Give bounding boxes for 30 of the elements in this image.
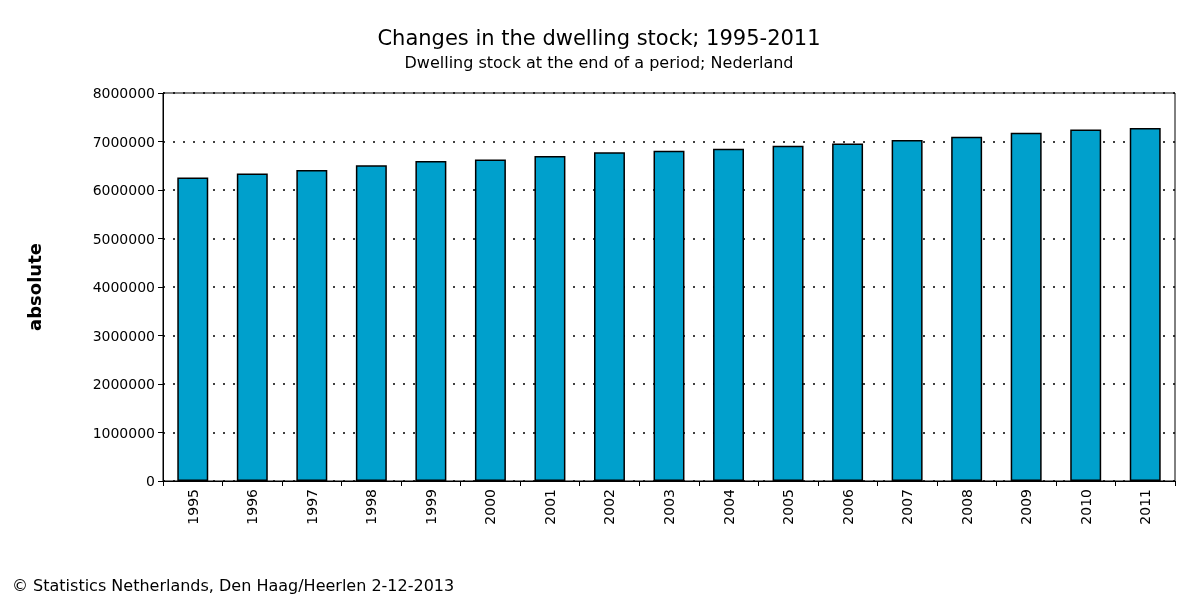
x-tick-label: 1995 xyxy=(184,489,201,525)
y-tick-label: 4000000 xyxy=(92,279,155,295)
x-tick-label: 2000 xyxy=(482,489,499,525)
y-tick-label: 3000000 xyxy=(92,327,155,344)
x-tick-label: 1998 xyxy=(363,489,380,525)
x-tick-label: 2008 xyxy=(958,489,975,525)
y-tick-label: 2000000 xyxy=(92,376,155,392)
y-axis-title: absolute xyxy=(23,243,45,331)
x-tick-label: 2002 xyxy=(601,489,618,525)
x-tick-label: 2007 xyxy=(899,489,916,525)
x-tick-label: 2009 xyxy=(1018,489,1035,525)
x-tick-label: 1997 xyxy=(303,489,320,525)
y-tick-label: 1000000 xyxy=(92,424,155,441)
y-tick-label: 8000000 xyxy=(92,85,155,101)
y-tick-label: 0 xyxy=(146,473,155,489)
y-tick-label: 6000000 xyxy=(92,182,155,198)
text: © Statistics Netherlands, Den Haag/Heerlen 2-12-2013 xyxy=(12,575,455,595)
x-tick-label: 2001 xyxy=(541,489,558,525)
x-tick-label: 2006 xyxy=(839,488,856,525)
x-tick-label: 2003 xyxy=(661,489,677,525)
x-tick-label: 1996 xyxy=(244,488,261,525)
x-tick-label: 2005 xyxy=(780,489,797,525)
x-tick-label: 2010 xyxy=(1077,489,1094,525)
chart-title: Changes in the dwelling stock; 1995-2011 xyxy=(377,25,821,50)
x-tick-label: 2011 xyxy=(1137,489,1154,525)
x-tick-label: 1999 xyxy=(422,489,439,525)
y-tick-label: 7000000 xyxy=(92,133,155,150)
chart-subtitle: Dwelling stock at the end of a period; Nederland xyxy=(404,52,794,72)
y-tick-label: 5000000 xyxy=(92,230,155,247)
x-tick-label: 2004 xyxy=(720,488,737,525)
